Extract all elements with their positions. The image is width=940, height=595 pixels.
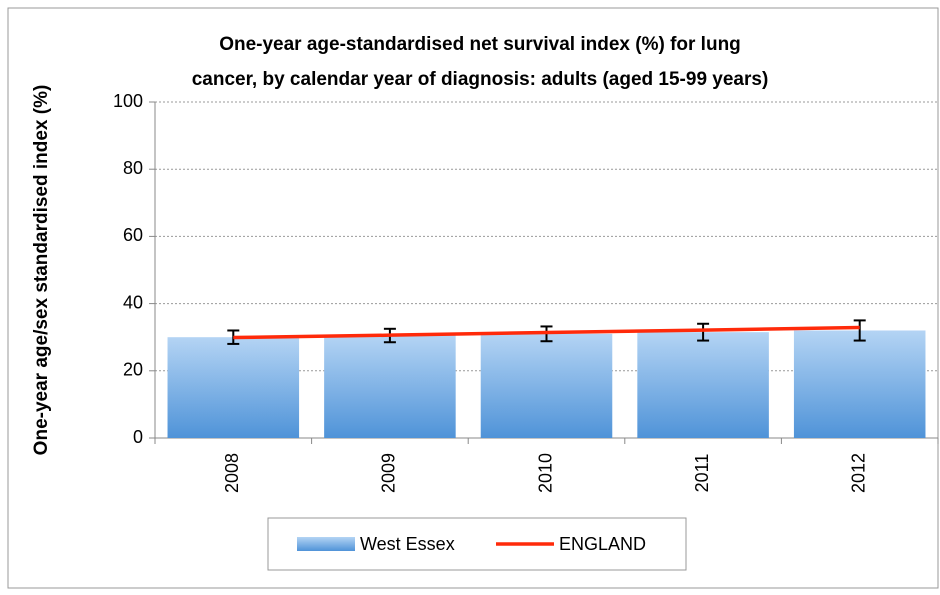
error-bar [853, 319, 866, 342]
error-bar [697, 322, 710, 342]
bar [167, 337, 300, 438]
chart-border [7, 7, 939, 589]
chart-title: cancer, by calendar year of diagnosis: a… [192, 69, 769, 90]
x-tick-label: 2009 [379, 453, 399, 493]
bar [793, 330, 926, 438]
y-tick-label: 0 [133, 427, 143, 447]
bar [480, 333, 613, 438]
legend-label: West Essex [360, 534, 455, 554]
y-tick-label: 60 [123, 225, 143, 245]
legend-swatch [297, 537, 355, 551]
x-tick-label: 2010 [535, 453, 555, 493]
chart-title: One-year age-standardised net survival i… [219, 34, 741, 55]
x-tick-label: 2011 [692, 454, 712, 493]
legend-label: ENGLAND [559, 534, 646, 554]
y-tick-label: 40 [123, 292, 143, 312]
x-tick-label: 2008 [222, 453, 242, 493]
y-tick-label: 20 [123, 360, 143, 380]
bar [324, 335, 456, 438]
y-tick-label: 80 [123, 158, 143, 178]
y-tick-label: 100 [113, 91, 143, 111]
line [233, 325, 860, 340]
x-tick-label: 2012 [848, 453, 868, 493]
bar [637, 332, 769, 438]
y-axis-label: One-year age/sex standardised index (%) [31, 85, 52, 456]
